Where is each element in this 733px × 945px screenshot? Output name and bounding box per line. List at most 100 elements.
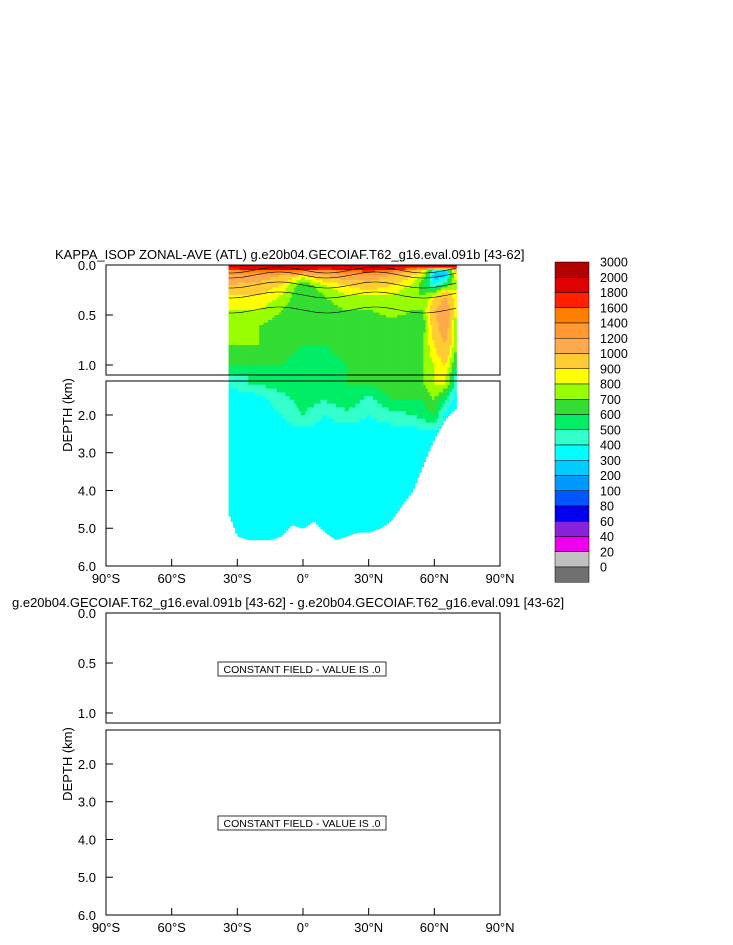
field-cell: [250, 528, 254, 533]
field-cell: [265, 528, 269, 533]
field-cell: [228, 375, 232, 386]
field-cell: [237, 270, 241, 274]
field-cell: [351, 494, 354, 499]
field-cell: [257, 407, 260, 412]
field-cell: [228, 467, 232, 473]
field-cell: [248, 275, 252, 279]
field-cell: [309, 375, 313, 386]
field-cell: [298, 350, 302, 354]
field-cell: [237, 360, 241, 364]
field-cell: [252, 265, 256, 269]
field-cell: [353, 403, 357, 409]
field-cell: [230, 367, 234, 371]
field-cell: [338, 490, 341, 495]
field-cell: [318, 350, 322, 354]
field-cell: [287, 430, 291, 435]
field-cell: [270, 337, 273, 341]
field-cell: [324, 494, 328, 499]
field-cell: [318, 292, 322, 296]
field-cell: [278, 272, 282, 276]
field-cell: [318, 312, 322, 316]
field-cell: [232, 320, 236, 324]
field-cell: [305, 300, 308, 304]
field-cell: [353, 456, 357, 461]
field-cell: [270, 532, 273, 537]
field-cell: [232, 280, 236, 284]
field-cell: [318, 290, 322, 294]
field-cell: [232, 448, 236, 454]
field-cell: [298, 300, 302, 304]
field-cell: [305, 403, 308, 409]
field-cell: [281, 285, 284, 289]
field-cell: [333, 337, 337, 341]
field-cell: [287, 452, 291, 458]
field-cell: [329, 505, 333, 510]
field-cell: [237, 532, 241, 537]
field-cell: [320, 307, 324, 311]
field-cell: [270, 396, 273, 401]
field-cell: [270, 357, 273, 361]
field-cell: [250, 414, 254, 420]
field-cell: [307, 396, 311, 401]
field-cell: [331, 332, 335, 336]
field-cell: [324, 355, 328, 359]
field-cell: [276, 513, 280, 518]
field-cell: [316, 350, 319, 354]
field-cell: [281, 342, 284, 346]
field-cell: [351, 501, 354, 507]
field-cell: [228, 357, 232, 361]
field-cell: [274, 277, 278, 281]
field-cell: [292, 345, 295, 349]
field-cell: [285, 516, 289, 522]
field-cell: [309, 437, 313, 443]
field-cell: [257, 337, 260, 341]
field-cell: [313, 287, 317, 291]
field-cell: [276, 285, 280, 289]
field-cell: [294, 422, 298, 427]
field-cell: [292, 445, 295, 450]
field-cell: [311, 340, 315, 344]
field-cell: [263, 345, 267, 349]
field-cell: [320, 325, 324, 329]
field-cell: [316, 307, 319, 311]
field-cell: [276, 501, 280, 507]
field-cell: [327, 505, 330, 510]
field-cell: [305, 456, 308, 461]
field-cell: [338, 422, 341, 427]
field-cell: [278, 317, 282, 321]
field-cell: [235, 332, 238, 336]
field-cell: [289, 337, 293, 341]
field-cell: [276, 433, 280, 439]
field-cell: [296, 280, 300, 284]
field-cell: [292, 452, 295, 458]
field-cell: [243, 509, 247, 514]
field-cell: [292, 513, 295, 518]
field-cell: [235, 448, 238, 454]
field-cell: [235, 460, 238, 465]
field-cell: [278, 498, 282, 503]
field-cell: [239, 295, 243, 299]
field-cell: [327, 441, 330, 446]
field-cell: [333, 513, 337, 518]
field-cell: [263, 330, 267, 334]
field-cell: [316, 285, 319, 289]
field-cell: [344, 452, 348, 458]
field-cell: [281, 414, 284, 420]
field-cell: [254, 460, 258, 465]
field-cell: [309, 516, 313, 522]
field-cell: [311, 372, 315, 376]
field-cell: [281, 532, 284, 536]
field-cell: [307, 350, 311, 354]
field-cell: [289, 305, 293, 309]
field-cell: [296, 486, 300, 492]
field-cell: [303, 352, 306, 356]
field-cell: [270, 418, 273, 424]
field-cell: [263, 357, 267, 361]
field-cell: [230, 422, 234, 427]
field-cell: [296, 317, 300, 321]
field-cell: [318, 267, 322, 271]
field-cell: [303, 267, 306, 271]
field-cell: [309, 320, 313, 324]
field-cell: [232, 325, 236, 329]
field-cell: [307, 277, 311, 281]
